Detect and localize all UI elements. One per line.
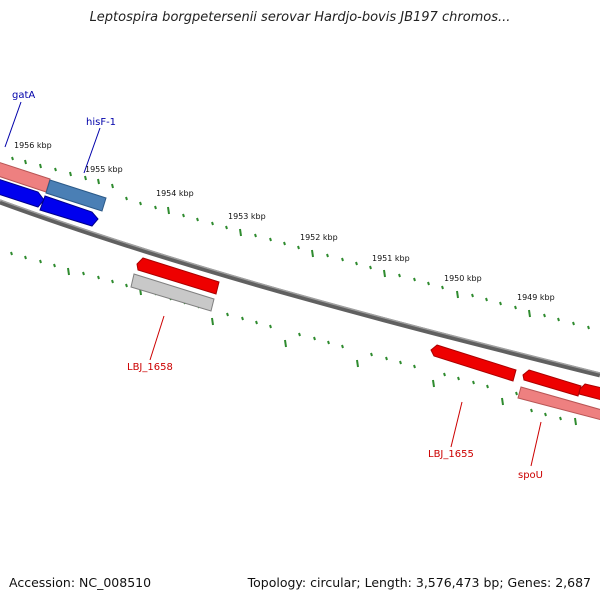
reverse-genes (130, 257, 600, 420)
gene-LBJ_1658-feature[interactable] (136, 257, 220, 295)
ruler-labels: 1956 kbp 1955 kbp 1954 kbp 1953 kbp 1952… (14, 141, 555, 302)
accession-text: Accession: NC_008510 (9, 575, 152, 590)
gene-labels: gatA hisF-1 LBJ_1658 LBJ_1655 spoU (12, 90, 543, 481)
gene-hisF-feature[interactable] (45, 179, 107, 212)
gene-LBJ_1655-feature[interactable] (430, 344, 517, 382)
ruler-label: 1951 kbp (372, 254, 410, 263)
gene-blue-1-feature[interactable] (0, 179, 45, 208)
gene-red-2-feature[interactable] (522, 369, 582, 397)
gene-spoU-feature[interactable] (517, 386, 600, 420)
ruler-label: 1956 kbp (14, 141, 52, 150)
outer-ruler-ticks (11, 156, 590, 330)
gene-label-LBJ_1655[interactable]: LBJ_1655 (428, 449, 474, 460)
gene-label-spoU[interactable]: spoU (518, 470, 543, 481)
inner-ruler-ticks (10, 251, 577, 426)
ruler-label: 1952 kbp (300, 233, 338, 242)
gene-red-3-feature[interactable] (578, 383, 600, 400)
gene-label-gatA[interactable]: gatA (12, 90, 35, 101)
dna-backbone (0, 199, 600, 378)
genome-summary-text: Topology: circular; Length: 3,576,473 bp… (247, 575, 591, 590)
gene-label-LBJ_1658[interactable]: LBJ_1658 (127, 362, 173, 373)
ruler-label: 1949 kbp (517, 293, 555, 302)
ruler-label: 1953 kbp (228, 212, 266, 221)
forward-genes (0, 162, 107, 227)
ruler-label: 1954 kbp (156, 189, 194, 198)
gene-blue-2-feature[interactable] (39, 195, 99, 227)
ruler-label: 1955 kbp (85, 165, 123, 174)
gene-label-leaders (4, 101, 542, 467)
ruler-label: 1950 kbp (444, 274, 482, 283)
map-title: Leptospira borgpetersenii serovar Hardjo… (89, 10, 511, 25)
gene-label-hisF[interactable]: hisF-1 (86, 117, 116, 128)
gene-grey-feature[interactable] (130, 273, 215, 312)
